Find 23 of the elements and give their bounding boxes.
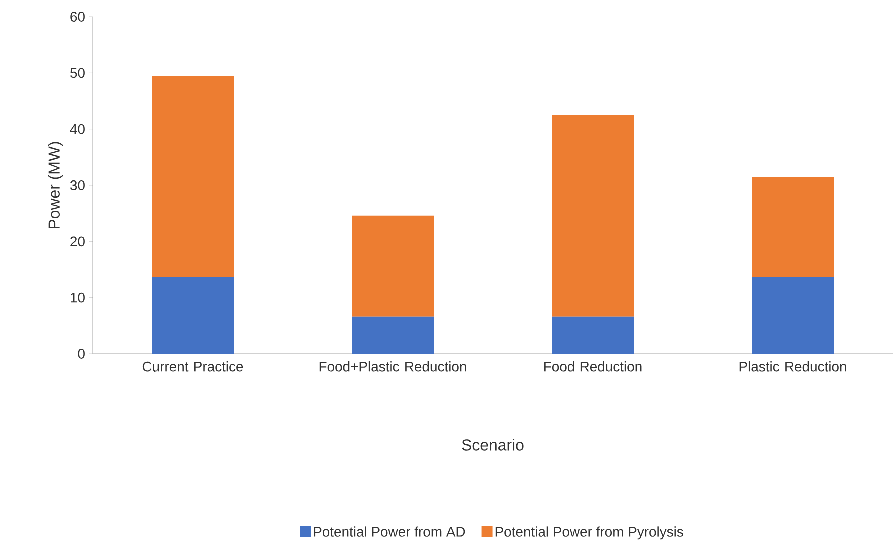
y-axis-title: Power (MW)	[48, 142, 64, 228]
bar	[752, 277, 834, 354]
y-tick-label: 20	[70, 236, 85, 247]
x-tick-label: Plastic Reduction	[740, 362, 846, 372]
bar	[152, 277, 234, 354]
bar	[352, 316, 434, 354]
bar	[352, 216, 434, 317]
y-tick-label: 60	[70, 12, 85, 22]
legend-label: Potential Power from AD	[314, 526, 466, 537]
x-tick-label: Current Practice	[142, 362, 244, 372]
bar	[552, 115, 634, 317]
y-tick-label: 0	[78, 349, 85, 359]
bar	[752, 177, 834, 278]
bar	[152, 76, 234, 278]
x-tick-label: Food+Plastic Reduction	[320, 362, 466, 372]
y-tick-label: 10	[71, 292, 85, 303]
x-axis-title: Scenario	[462, 439, 524, 451]
x-tick-label: Food Reduction	[544, 362, 642, 372]
y-tick-label: 40	[70, 124, 85, 134]
y-tick-label: 30	[70, 180, 85, 190]
bar	[552, 316, 634, 354]
legend-label: Potential Power from Pyrolysis	[496, 526, 684, 540]
y-tick-label: 50	[70, 68, 85, 78]
